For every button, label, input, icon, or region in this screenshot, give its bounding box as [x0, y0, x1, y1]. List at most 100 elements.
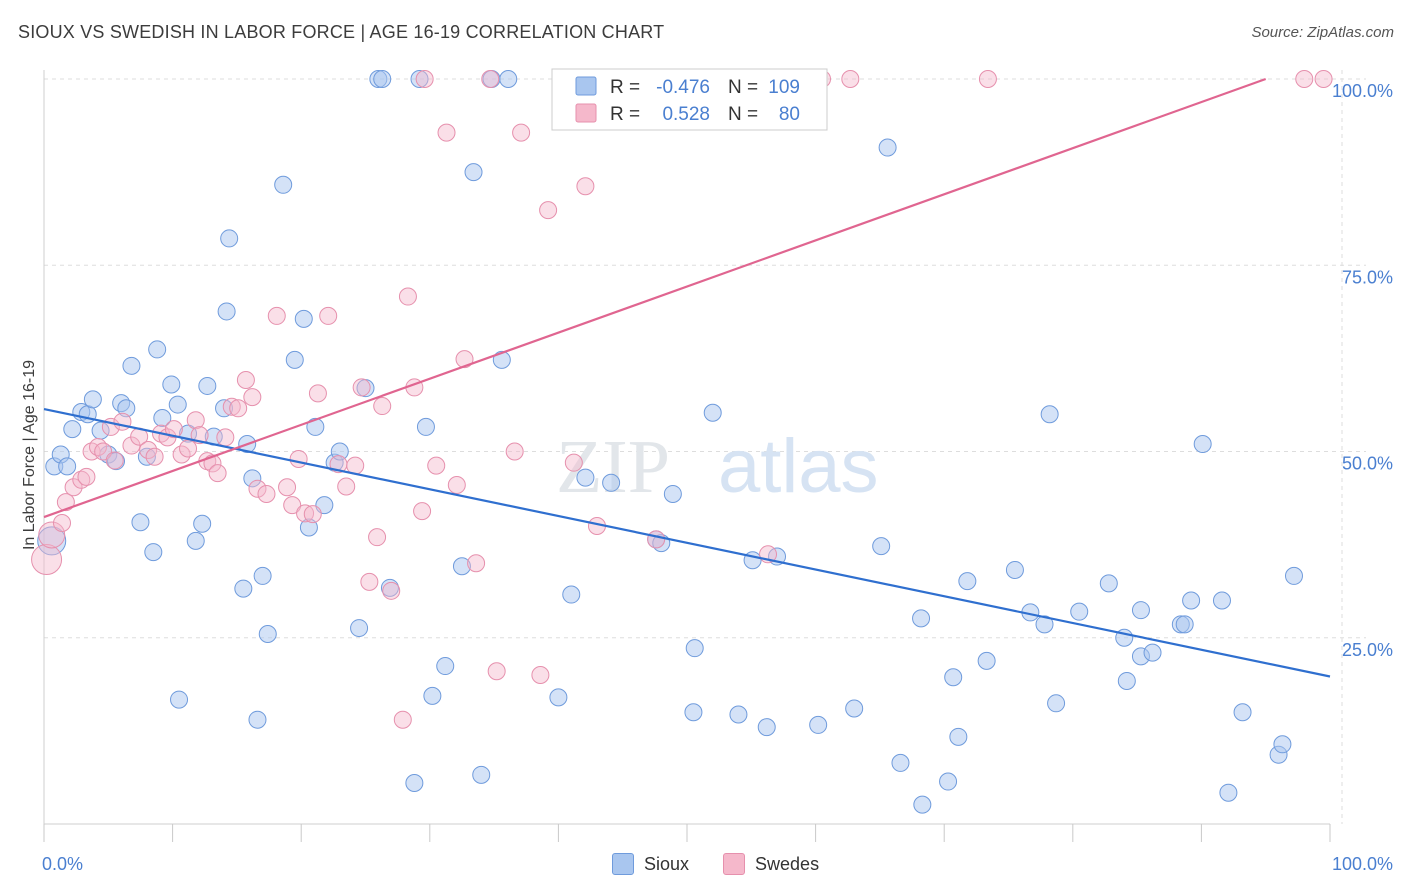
sioux-point	[137, 447, 156, 466]
sioux-point	[117, 399, 136, 418]
sioux-point	[1047, 694, 1066, 713]
swedes-point	[1295, 70, 1314, 88]
sioux-trend-line	[43, 407, 1331, 678]
sioux-point	[576, 468, 595, 487]
swedes-point	[427, 456, 446, 475]
sioux-point	[949, 727, 968, 746]
correlation-legend: R = -0.476 N = 109 R = 0.528 N = 80	[551, 68, 828, 131]
swedes-points	[31, 70, 1333, 729]
sioux-point	[258, 625, 277, 644]
sioux-point	[562, 585, 581, 604]
sioux-point	[58, 457, 77, 476]
sioux-point	[1284, 566, 1303, 585]
swedes-point	[512, 123, 531, 142]
sioux-point	[131, 513, 150, 532]
sioux-point	[405, 774, 424, 793]
sioux-point	[380, 578, 399, 597]
swedes-point	[564, 453, 583, 472]
sioux-n-value: 109	[768, 77, 800, 98]
sioux-point	[1035, 615, 1054, 634]
sioux-point	[215, 399, 234, 418]
y-tick-label: 100.0%	[1332, 81, 1393, 101]
swedes-point	[455, 350, 474, 369]
sioux-point	[306, 417, 325, 436]
sioux-point	[872, 537, 891, 556]
swedes-point	[248, 479, 267, 498]
trend-lines	[43, 77, 1331, 678]
swedes-swatch	[723, 853, 746, 875]
y-axis-label: In Labor Force | Age 16-19	[21, 360, 38, 550]
swedes-point	[481, 70, 500, 88]
bottom-legend: Sioux Swedes	[612, 850, 819, 878]
sioux-point	[153, 408, 172, 427]
sioux-point	[350, 619, 369, 638]
sioux-point	[977, 651, 996, 670]
swedes-point	[319, 306, 338, 325]
swedes-point	[1314, 70, 1333, 88]
swedes-point	[179, 439, 198, 458]
sioux-point	[1193, 435, 1212, 454]
sioux-point	[684, 703, 703, 722]
swedes-point	[539, 201, 558, 220]
swedes-point	[360, 572, 379, 591]
sioux-point	[944, 668, 963, 687]
axes-layer	[43, 70, 1331, 842]
sioux-point	[243, 469, 262, 488]
sioux-points	[37, 70, 1303, 814]
source-credit: Source: ZipAtlas.com	[1251, 24, 1394, 41]
sioux-point	[1175, 615, 1194, 634]
y-tick-label: 25.0%	[1342, 640, 1393, 660]
sioux-swatch	[612, 853, 634, 875]
swedes-point	[56, 493, 75, 512]
swedes-n-value: 80	[779, 104, 800, 125]
swedes-legend-swatch	[575, 103, 597, 123]
sioux-point	[294, 309, 313, 328]
swedes-point	[267, 306, 286, 325]
swedes-point	[368, 528, 387, 547]
sioux-point	[1099, 574, 1118, 593]
sioux-point	[912, 609, 931, 628]
swedes-point	[352, 378, 371, 397]
sioux-point	[891, 753, 910, 772]
sioux-point	[1212, 591, 1231, 610]
sioux-point	[1233, 703, 1252, 722]
y-tick-label: 50.0%	[1342, 454, 1393, 474]
sioux-point	[193, 514, 212, 533]
sioux-point	[285, 350, 304, 369]
sioux-point	[499, 70, 518, 88]
swedes-point	[186, 411, 205, 430]
sioux-point	[234, 579, 253, 598]
sioux-point	[217, 302, 236, 321]
swedes-point	[278, 478, 297, 497]
sioux-point	[492, 350, 511, 369]
swedes-point	[413, 502, 432, 521]
swedes-point	[38, 521, 66, 549]
sioux-point	[1131, 601, 1150, 620]
swedes-point	[229, 399, 248, 418]
swedes-point	[447, 476, 466, 495]
swedes-point	[105, 451, 124, 470]
watermark-zip: ZIP	[556, 425, 670, 509]
swedes-point	[190, 426, 209, 445]
sioux-point	[939, 772, 958, 791]
swedes-point	[31, 544, 63, 576]
swedes-point	[77, 467, 96, 486]
sioux-point	[170, 690, 189, 709]
sioux-point	[423, 686, 442, 705]
swedes-point	[283, 496, 302, 515]
sioux-point	[148, 340, 167, 359]
sioux-point	[373, 70, 392, 88]
watermark-atlas: atlas	[718, 424, 879, 509]
sioux-point	[1117, 671, 1136, 690]
swedes-point	[978, 70, 997, 88]
swedes-point	[243, 388, 262, 407]
x-tick-label: 0.0%	[42, 854, 83, 874]
sioux-legend-swatch	[575, 76, 597, 96]
swedes-point	[841, 70, 860, 88]
swedes-point	[64, 478, 83, 497]
sioux-point	[144, 543, 163, 562]
swedes-trend-line	[43, 77, 1267, 519]
bottom-legend-swedes: Swedes	[723, 853, 819, 875]
sioux-point	[410, 70, 429, 88]
